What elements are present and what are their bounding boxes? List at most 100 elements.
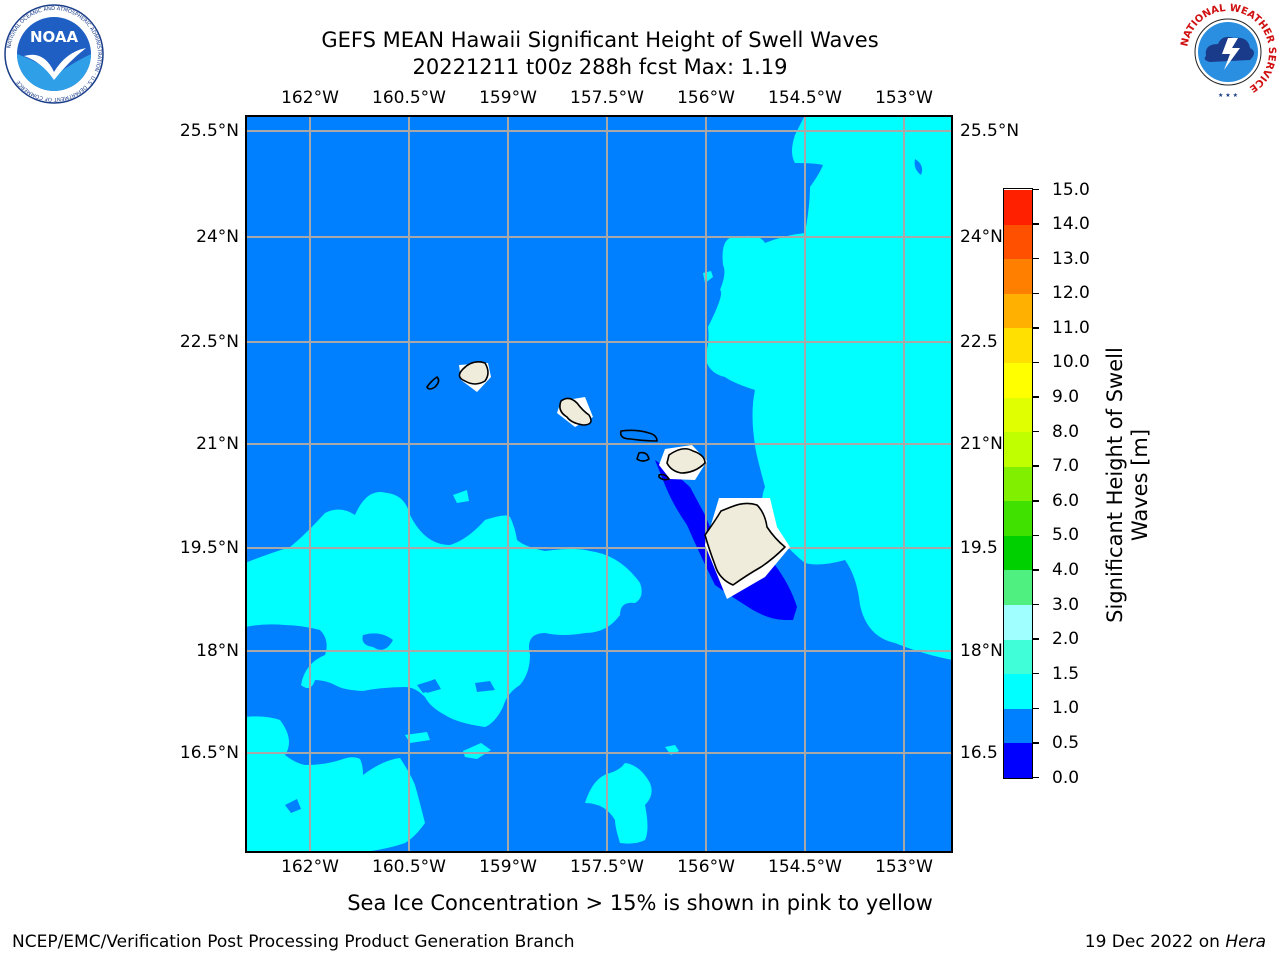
colorbar-title-line-1: Significant Height of Swell [1103,347,1127,623]
noaa-logo: NOAA NATIONAL OCEANIC AND ATMOSPHERIC AD… [4,4,104,104]
colorbar-title-line-2: Waves [m] [1128,428,1152,542]
colorbar-tick-label: 15.0 [1052,179,1090,200]
colorbar-segment [1004,224,1032,260]
lon-label-top: 160.5°W [372,88,446,108]
colorbar-tick [1033,500,1039,502]
colorbar-tick-label: 14.0 [1052,214,1090,235]
colorbar-tick-label: 7.0 [1052,456,1080,477]
swell-contour-sw-hole-4 [421,679,441,693]
footer-host: Hera [1225,932,1266,952]
lat-label-left: 24°N [196,227,239,247]
lat-label-right: 16.5 [960,743,998,763]
swell-contour-southwest [245,491,642,727]
colorbar-segment [1004,397,1032,433]
colorbar-tick [1033,776,1039,779]
island-oahu [559,397,592,426]
map-border [245,115,953,853]
colorbar-tick-label: 9.0 [1052,387,1080,408]
island-molokai [619,429,658,442]
colorbar-tick [1033,534,1039,537]
lon-label-top: 154.5°W [768,88,842,108]
graticule [245,115,953,853]
lon-label-bottom: 154.5°W [768,857,842,877]
lon-label-bottom: 159°W [479,857,537,877]
colorbar-tick [1033,672,1039,675]
colorbar-tick-label: 0.5 [1052,732,1080,753]
wave-height-map[interactable] [245,115,953,853]
colorbar-tick-label: 1.5 [1052,663,1080,684]
colorbar-segment [1004,466,1032,502]
lon-label-bottom: 156°W [677,857,735,877]
colorbar-tick-label: 2.0 [1052,629,1080,650]
colorbar-tick-label: 4.0 [1052,559,1080,580]
svg-text:★ ★ ★: ★ ★ ★ [1218,92,1238,99]
colorbar-tick-label: 8.0 [1052,421,1080,442]
svg-text:NOAA: NOAA [30,28,79,46]
title-line-2: 20221211 t00z 288h fcst Max: 1.19 [412,55,788,79]
island-maui [666,447,706,474]
lon-label-top: 157.5°W [570,88,644,108]
island-hawaii [704,502,786,586]
lon-label-bottom: 157.5°W [570,857,644,877]
footer-branch: NCEP/EMC/Verification Post Processing Pr… [12,932,575,952]
footer-date: 19 Dec 2022 on Hera [1085,932,1266,952]
lat-label-right: 24°N [960,227,1003,247]
swell-contour-islet-2 [463,743,491,759]
swell-contour-sw-hole-1 [362,633,393,650]
swell-contour-far-southwest [245,716,425,853]
sea-ice-note: Sea Ice Concentration > 15% is shown in … [347,891,933,915]
colorbar-tick-label: 1.0 [1052,698,1080,719]
colorbar-segment [1004,604,1032,640]
colorbar-tick-label: 5.0 [1052,525,1080,546]
colorbar-tick [1033,223,1039,225]
colorbar-tick [1033,638,1039,640]
colorbar-tick-label: 6.0 [1052,490,1080,511]
colorbar-tick [1033,742,1039,744]
colorbar-segment [1004,708,1032,744]
lat-label-right: 19.5 [960,538,998,558]
lat-label-right: 21°N [960,434,1003,454]
colorbar-tick-label: 3.0 [1052,594,1080,615]
colorbar-segment [1004,500,1032,536]
colorbar-segment [1004,189,1032,225]
colorbar-tick [1033,603,1039,606]
colorbar-tick [1033,257,1039,260]
colorbar [1003,188,1033,779]
colorbar-tick-label: 0.0 [1052,767,1080,788]
colorbar-title: Significant Height of Swell Waves [m] [1103,275,1153,695]
colorbar-segment [1004,673,1032,709]
lat-label-left: 16.5°N [179,743,239,763]
colorbar-tick-label: 11.0 [1052,317,1090,338]
swell-contour-northeast [938,115,953,155]
colorbar-tick [1033,327,1039,329]
lon-label-top: 156°W [677,88,735,108]
footer-date-text: 19 Dec 2022 on [1084,932,1226,952]
colorbar-segment [1004,535,1032,571]
swell-contour-hole-fsw [285,799,301,813]
title-line-1: GEFS MEAN Hawaii Significant Height of S… [321,28,879,52]
colorbar-segment [1004,742,1032,778]
lon-label-bottom: 162°W [281,857,339,877]
lon-label-bottom: 153°W [875,857,933,877]
lat-label-right: 22.5 [960,332,998,352]
swell-contour-ne-blob [914,159,923,175]
lon-label-top: 159°W [479,88,537,108]
colorbar-segment [1004,362,1032,398]
colorbar-tick-label: 10.0 [1052,352,1090,373]
island-kahoolawe [658,473,670,481]
island-lanai [636,451,650,462]
lat-label-left: 22.5°N [179,332,239,352]
colorbar-tick [1033,569,1039,571]
colorbar-tick [1033,465,1039,467]
nws-logo: NATIONAL WEATHER SERVICE ★ ★ ★ [1179,3,1277,100]
swell-contour-east [705,115,953,660]
colorbar-segment [1004,327,1032,363]
colorbar-segment [1004,431,1032,467]
lat-label-right: 25.5°N [960,121,1020,141]
swell-contour-islet-3 [453,490,469,503]
colorbar-tick-label: 13.0 [1052,248,1090,269]
colorbar-tick [1033,707,1039,710]
lon-label-top: 153°W [875,88,933,108]
lat-label-right: 18°N [960,641,1003,661]
lon-label-bottom: 160.5°W [372,857,446,877]
